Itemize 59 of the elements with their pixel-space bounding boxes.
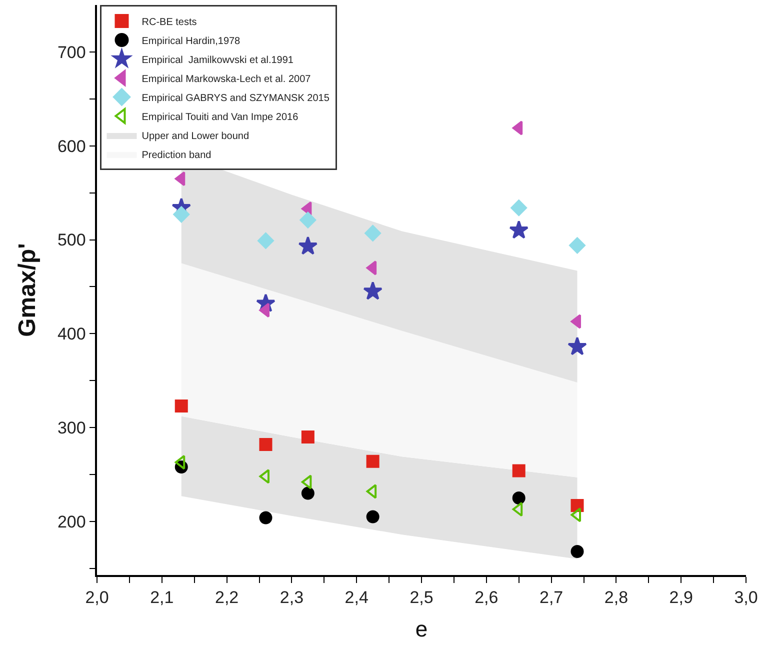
legend-label: Prediction band xyxy=(142,150,212,161)
x-tick-label: 2,8 xyxy=(604,588,628,608)
x-tick-label: 2,6 xyxy=(474,588,498,608)
point xyxy=(570,499,584,512)
x-tick-label: 2,5 xyxy=(410,588,434,608)
point xyxy=(301,201,312,216)
x-tick-label: 2,3 xyxy=(280,588,304,608)
point xyxy=(512,492,526,504)
point xyxy=(512,120,523,136)
legend-label: Empirical Markowska-Lech et al. 2007 xyxy=(142,74,312,85)
point xyxy=(569,237,586,254)
point xyxy=(301,430,314,444)
point xyxy=(301,486,314,500)
y-tick-label: 400 xyxy=(57,324,86,344)
point xyxy=(259,511,272,524)
y-tick-label: 500 xyxy=(57,230,86,250)
point xyxy=(570,314,582,329)
point xyxy=(174,171,186,186)
point xyxy=(510,200,527,216)
y-tick-label: 300 xyxy=(57,418,86,438)
point xyxy=(363,281,382,300)
x-tick-label: 2,7 xyxy=(539,588,564,608)
legend-label: Empirical GABRYS and SZYMANSK 2015 xyxy=(142,92,330,104)
y-tick-label: 600 xyxy=(57,136,86,156)
x-tick-label: 2,0 xyxy=(85,588,109,608)
point xyxy=(173,206,190,223)
point xyxy=(570,508,582,522)
point xyxy=(298,236,318,255)
point xyxy=(568,336,587,356)
y-tick-label: 200 xyxy=(57,512,86,532)
point xyxy=(300,212,316,228)
point xyxy=(570,545,584,558)
point xyxy=(366,454,380,468)
point xyxy=(364,225,381,242)
x-tick-label: 2,4 xyxy=(344,588,368,608)
point xyxy=(366,510,380,524)
legend-label: RC-BE tests xyxy=(142,16,197,28)
y-axis-title: Gmax/p' xyxy=(14,243,42,337)
point xyxy=(366,260,377,276)
point xyxy=(509,220,528,239)
point xyxy=(366,484,377,499)
legend-label: Empirical Hardin,1978 xyxy=(142,36,241,47)
x-tick-label: 2,9 xyxy=(669,588,693,608)
point xyxy=(174,399,188,412)
legend-label: Empirical Touiti and Van Impe 2016 xyxy=(142,112,299,123)
point xyxy=(512,464,526,478)
x-axis-title: e xyxy=(415,616,428,642)
y-tick-label: 700 xyxy=(57,42,86,62)
point xyxy=(259,438,272,451)
point xyxy=(259,469,270,484)
legend-label: Upper and Lower bound xyxy=(142,130,250,142)
point xyxy=(258,232,274,249)
point xyxy=(174,454,186,470)
point xyxy=(301,474,312,490)
point xyxy=(512,502,523,517)
x-tick-label: 3,0 xyxy=(734,588,758,608)
legend-label: Empirical Jamilkowvski et al.1991 xyxy=(142,54,294,66)
x-tick-label: 2,1 xyxy=(150,588,174,608)
x-tick-label: 2,2 xyxy=(214,588,239,608)
